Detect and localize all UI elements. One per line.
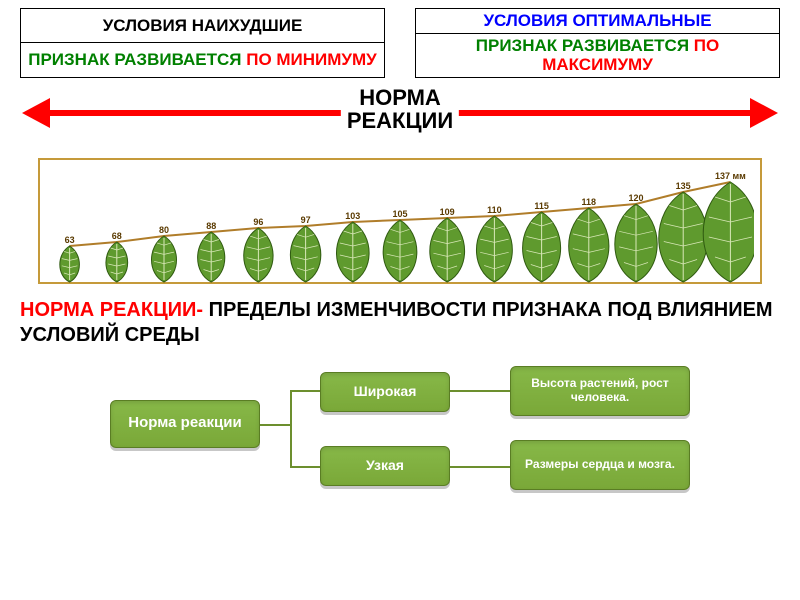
- cell-trait-minimum: ПРИЗНАК РАЗВИВАЕТСЯ ПО МИНИМУМУ: [21, 43, 385, 77]
- flow-connector: [290, 390, 320, 392]
- leaf-icon: [659, 192, 708, 282]
- leaf-value-label: 88: [206, 221, 216, 231]
- leaf-value-label: 80: [159, 225, 169, 235]
- flow-box-wide: Широкая: [320, 372, 450, 412]
- leaf-value-label: 97: [301, 215, 311, 225]
- leaf-value-label: 137 мм: [715, 171, 746, 181]
- leaf-icon: [383, 220, 417, 282]
- leaf-value-label: 118: [582, 197, 597, 207]
- leaf-icon: [198, 232, 225, 282]
- leaf-icon: [476, 216, 512, 282]
- definition-text: НОРМА РЕАКЦИИ- ПРЕДЕЛЫ ИЗМЕНЧИВОСТИ ПРИЗ…: [20, 298, 780, 348]
- leaf-value-label: 96: [253, 217, 263, 227]
- flow-connector: [290, 390, 292, 466]
- flow-connector: [450, 466, 510, 468]
- leaf-icon: [703, 182, 754, 282]
- leaf-value-label: 135: [676, 181, 691, 191]
- leaf-icon: [244, 228, 273, 282]
- leaf-value-label: 105: [392, 209, 407, 219]
- leaf-value-label: 109: [440, 207, 455, 217]
- leaves-svg: 63 68 80 88 96 97 103 105 109 110 115 118 120 135 137 …: [46, 168, 754, 284]
- leaf-icon: [60, 246, 80, 282]
- leaf-icon: [430, 218, 465, 282]
- arrow-head-right-icon: [750, 98, 778, 128]
- flow-box-ex1: Высота растений, рост человека.: [510, 366, 690, 416]
- leaf-icon: [106, 242, 128, 282]
- leaf-value-label: 63: [65, 235, 75, 245]
- reaction-norm-arrow: НОРМА РЕАКЦИИ: [40, 84, 760, 154]
- flow-box-narrow: Узкая: [320, 446, 450, 486]
- leaf-value-label: 120: [628, 193, 643, 203]
- leaf-value-label: 103: [345, 211, 360, 221]
- arrow-label-line1: НОРМА: [359, 85, 441, 110]
- flowchart: Норма реакции Широкая Узкая Высота растений…: [80, 360, 720, 520]
- flow-connector: [290, 466, 320, 468]
- definition-term: НОРМА РЕАКЦИИ-: [20, 299, 209, 321]
- leaf-icon: [290, 226, 320, 282]
- leaf-value-label: 115: [534, 201, 549, 211]
- top-tables: УСЛОВИЯ НАИХУДШИЕ ПРИЗНАК РАЗВИВАЕТСЯ ПО…: [0, 0, 800, 78]
- leaf-icon: [523, 212, 561, 282]
- cell-conditions-optimal: УСЛОВИЯ ОПТИМАЛЬНЫЕ: [416, 9, 780, 34]
- leaves-variation-series: 63 68 80 88 96 97 103 105 109 110 115 118 120 135 137 …: [38, 158, 762, 284]
- leaf-icon: [569, 208, 609, 282]
- flow-box-ex2: Размеры сердца и мозга.: [510, 440, 690, 490]
- leaf-icon: [615, 204, 657, 282]
- flow-connector: [260, 424, 290, 426]
- arrow-label-line2: РЕАКЦИИ: [347, 108, 453, 133]
- table-optimal-conditions: УСЛОВИЯ ОПТИМАЛЬНЫЕ ПРИЗНАК РАЗВИВАЕТСЯ …: [415, 8, 780, 78]
- leaf-value-label: 68: [112, 231, 122, 241]
- leaf-icon: [336, 222, 369, 282]
- table-worst-conditions: УСЛОВИЯ НАИХУДШИЕ ПРИЗНАК РАЗВИВАЕТСЯ ПО…: [20, 8, 385, 78]
- flow-connector: [450, 390, 510, 392]
- flow-box-root: Норма реакции: [110, 400, 260, 448]
- arrow-label: НОРМА РЕАКЦИИ: [341, 86, 459, 132]
- cell-conditions-worst: УСЛОВИЯ НАИХУДШИЕ: [21, 9, 385, 43]
- cell-trait-maximum: ПРИЗНАК РАЗВИВАЕТСЯ ПО МАКСИМУМУ: [416, 33, 780, 77]
- leaf-value-label: 110: [487, 205, 502, 215]
- leaf-icon: [151, 236, 176, 282]
